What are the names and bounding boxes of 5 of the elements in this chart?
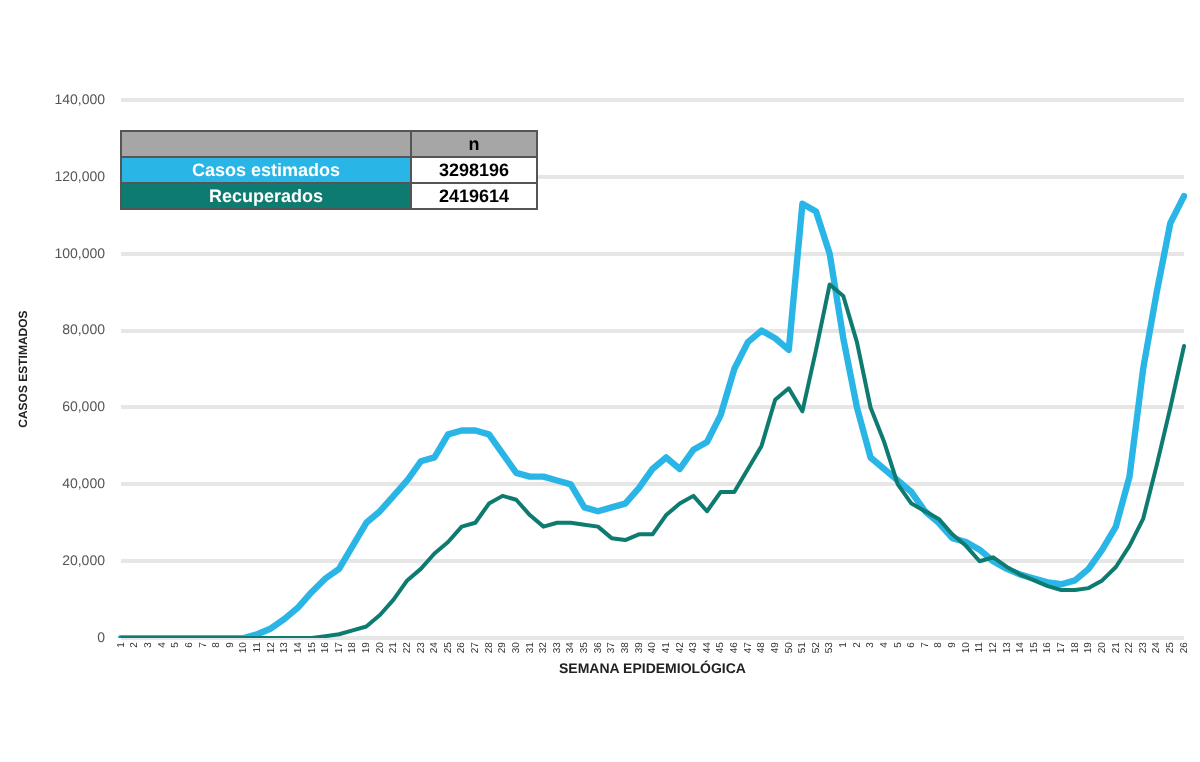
annotation: n	[411, 131, 537, 157]
annotation: 2419614	[411, 183, 537, 209]
text: Casos estimados	[191, 160, 341, 180]
annotation: 3298196	[411, 157, 537, 183]
text: Recuperados	[208, 186, 324, 206]
